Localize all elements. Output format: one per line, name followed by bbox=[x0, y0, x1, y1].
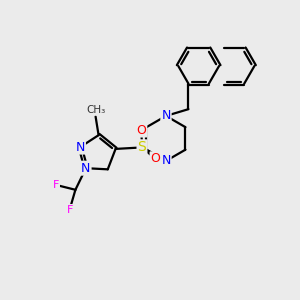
Text: N: N bbox=[76, 141, 85, 154]
Text: O: O bbox=[136, 124, 146, 136]
Text: CH₃: CH₃ bbox=[86, 105, 105, 115]
Text: F: F bbox=[67, 205, 73, 215]
Text: N: N bbox=[81, 162, 91, 175]
Text: F: F bbox=[53, 180, 59, 190]
Text: N: N bbox=[161, 154, 171, 167]
Text: O: O bbox=[151, 152, 160, 165]
Text: N: N bbox=[161, 110, 171, 122]
Text: S: S bbox=[138, 140, 146, 154]
